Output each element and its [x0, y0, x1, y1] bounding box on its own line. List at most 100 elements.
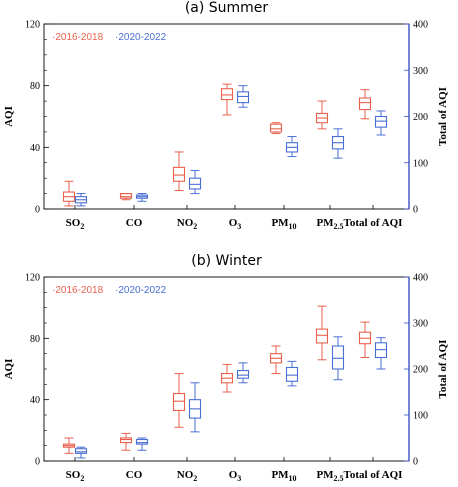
category-label-subscript: 2 — [193, 222, 197, 231]
box-plot — [62, 180, 76, 207]
legend-entry: ·2020-2022 — [115, 32, 167, 43]
y-tick-label: 120 — [25, 20, 40, 31]
box-iqr — [119, 437, 133, 444]
category-label-main: CO — [126, 469, 143, 481]
box-iqr — [172, 392, 186, 411]
box-plot — [236, 362, 250, 384]
box-plot — [374, 110, 388, 136]
category-label-subscript: 3 — [237, 474, 241, 482]
category-label: CO — [126, 217, 143, 229]
series-second — [74, 336, 388, 459]
box-iqr — [374, 115, 388, 128]
box-plot — [220, 363, 234, 393]
y-tick-label: 0 — [35, 457, 40, 468]
series-first — [62, 83, 372, 207]
box-iqr — [135, 438, 149, 445]
category-label-main: CO — [126, 217, 143, 229]
category-label: PM10 — [271, 217, 296, 231]
category-label: O3 — [229, 217, 242, 231]
box-plot — [269, 122, 283, 134]
box-plot — [135, 193, 149, 202]
category-label-subscript: 2.5 — [334, 222, 344, 231]
box-iqr — [220, 88, 234, 101]
legend-marker: · — [115, 285, 118, 296]
y2-tick-label: 400 — [413, 273, 428, 284]
series-second — [74, 85, 388, 207]
category-label-main: O — [229, 469, 238, 481]
legend-entry: ·2016-2018 — [52, 32, 104, 43]
box-iqr — [236, 369, 250, 379]
box-plot — [374, 337, 388, 370]
box-iqr — [285, 366, 299, 382]
category-label-main: PM — [271, 469, 289, 481]
category-label-main: Total of AQI — [344, 469, 403, 481]
y2-tick-label: 200 — [413, 112, 428, 123]
box-plot — [172, 373, 186, 428]
chart-panel-summer: (a) Summer 0 40 80 120 0 100 200 300 400 AQI Total … — [3, 0, 449, 231]
category-label: PM2.5 — [316, 469, 343, 482]
y-tick-label: 80 — [30, 81, 40, 92]
box-iqr — [172, 166, 186, 182]
box-plot — [188, 382, 202, 433]
category-label: O3 — [229, 469, 242, 482]
box-plot — [358, 89, 372, 120]
category-label: Total of AQI — [344, 469, 403, 481]
legend-label: 2020-2022 — [118, 285, 166, 296]
box-iqr — [315, 328, 329, 344]
category-label-main: NO — [177, 469, 194, 481]
box-plot — [358, 321, 372, 358]
category-label: PM10 — [271, 469, 296, 482]
category-label-subscript: 3 — [237, 222, 241, 231]
y2-tick-label: 0 — [413, 205, 418, 216]
box-plot — [119, 193, 133, 201]
legend: ·2016-2018·2020-2022 — [52, 285, 167, 296]
box-plot — [285, 360, 299, 387]
category-label: SO2 — [66, 469, 85, 482]
category-label: PM2.5 — [316, 217, 343, 231]
box-iqr — [119, 193, 133, 199]
box-iqr — [236, 91, 250, 104]
category-label-subscript: 10 — [289, 474, 297, 482]
y2-tick-label: 300 — [413, 66, 428, 77]
y-tick-label: 40 — [30, 143, 40, 154]
legend: ·2016-2018 ·2020-2022 — [52, 32, 167, 43]
plot-frame — [43, 23, 410, 210]
series-first — [62, 305, 372, 454]
y2-axis-label: Total of AQI — [437, 87, 449, 146]
box-plot — [172, 151, 186, 191]
box-plot — [119, 432, 133, 451]
box-plot — [315, 100, 329, 130]
box-plot — [220, 83, 234, 116]
y-tick-label: 120 — [25, 273, 40, 284]
y2-tick-label: 0 — [413, 457, 418, 468]
legend-entry: ·2020-2022 — [115, 285, 167, 296]
category-label-main: PM — [316, 217, 334, 229]
chart-panel-winter: (b) Winter 0 40 80 120 0 100 200 300 400 AQI Total … — [3, 253, 449, 483]
category-label: NO2 — [177, 217, 198, 231]
y2-axis-label: Total of AQI — [437, 340, 449, 399]
category-label-subscript: 2 — [80, 222, 84, 231]
box-plot — [315, 305, 329, 361]
category-label-subscript: 2.5 — [334, 474, 344, 482]
legend-label: 2016-2018 — [55, 32, 103, 43]
legend-label: 2016-2018 — [55, 285, 103, 296]
legend-marker: · — [52, 285, 55, 296]
category-label-main: O — [229, 217, 238, 229]
category-label-subscript: 2 — [80, 474, 84, 482]
box-plot — [331, 336, 345, 381]
box-plot — [74, 193, 88, 207]
y2-tick-label: 300 — [413, 319, 428, 330]
y-tick-label: 40 — [30, 395, 40, 406]
category-label-main: NO — [177, 217, 194, 229]
box-plot — [269, 345, 283, 375]
category-label-main: PM — [271, 217, 289, 229]
legend-entry: ·2016-2018 — [52, 285, 104, 296]
box-plot — [74, 446, 88, 459]
y-tick-label: 80 — [30, 334, 40, 345]
box-plot — [62, 437, 76, 454]
box-plot — [135, 437, 149, 451]
box-iqr — [74, 448, 88, 454]
box-plot — [188, 169, 202, 195]
